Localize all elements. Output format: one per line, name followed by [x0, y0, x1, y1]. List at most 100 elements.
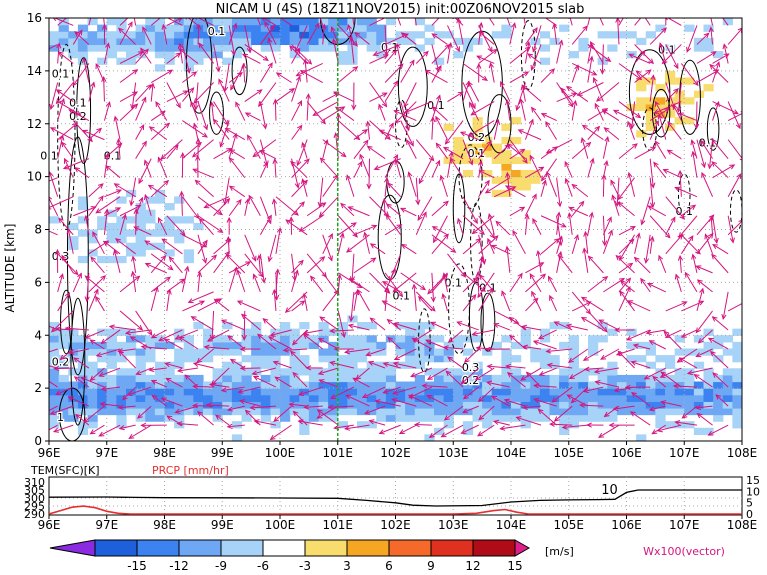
shade-cell [626, 401, 637, 409]
wind-vector-shaft [157, 157, 168, 178]
wind-vector-shaft [104, 207, 121, 217]
wind-vector [150, 276, 171, 293]
shade-cell [722, 381, 733, 389]
shade-cell [299, 401, 310, 409]
wind-vector [630, 391, 651, 407]
wind-vector-head [707, 430, 714, 436]
wind-vector [441, 292, 448, 312]
shade-cell [308, 394, 320, 402]
shade-cell [357, 341, 368, 350]
wind-vector [355, 367, 370, 381]
shade-cell [116, 57, 127, 65]
wind-vector-head [203, 344, 210, 350]
wind-vector [381, 300, 401, 312]
shade-cell [58, 414, 69, 422]
wind-vector-shaft [221, 386, 245, 392]
wind-vector-shaft [273, 361, 292, 369]
wind-vector-shaft [696, 348, 713, 358]
wind-vector [709, 63, 729, 83]
shade-cell [68, 236, 79, 244]
wind-vector [387, 336, 402, 350]
shade-cell [193, 18, 204, 26]
shade-cell [203, 44, 214, 52]
shade-cell [280, 335, 291, 343]
wind-vector [318, 379, 339, 388]
wind-vector-head [83, 214, 90, 221]
shade-cell [231, 31, 243, 39]
wind-vector-head [608, 422, 615, 428]
wind-vector-shaft [259, 162, 268, 178]
wind-vector [530, 44, 542, 71]
wind-vector-shaft [645, 234, 651, 263]
wind-vector-head [505, 171, 511, 178]
wind-vector-head [332, 91, 340, 97]
wind-vector-head [131, 8, 135, 13]
shade-cell [597, 394, 608, 402]
shade-cell [501, 401, 512, 409]
shade-cell [126, 37, 137, 46]
wind-vector-head [43, 429, 48, 433]
shade-cell [270, 31, 281, 39]
wind-vector-head [582, 247, 588, 254]
wind-vector-head [336, 273, 343, 280]
wind-vector-head [433, 237, 438, 244]
wind-vector-head [236, 71, 243, 78]
shade-cell [645, 341, 656, 350]
shade-cell [106, 335, 117, 343]
wind-vector [708, 26, 714, 45]
wind-vector-shaft [457, 321, 479, 331]
shade-cell [357, 37, 368, 46]
shade-cell [270, 37, 281, 46]
wind-vector-head [445, 370, 452, 377]
wind-vector-shaft [602, 215, 606, 246]
wind-vector [556, 82, 574, 108]
wind-vector-head [293, 269, 299, 276]
wind-vector-head [101, 8, 105, 13]
shade-cell [424, 322, 435, 330]
wind-vector [721, 291, 729, 321]
shade-cell [203, 381, 214, 389]
wind-vector-head [370, 257, 377, 263]
wind-vector [259, 253, 267, 284]
wind-vector-head [132, 91, 139, 97]
wind-vector-head [564, 177, 570, 184]
wind-vector-shaft [667, 121, 682, 140]
wind-vector-head [447, 41, 453, 48]
shade-cell [434, 388, 445, 396]
shade-cell [241, 394, 252, 402]
wind-vector [408, 386, 433, 399]
shade-cell [703, 348, 714, 356]
wind-vector-shaft [302, 179, 308, 197]
wind-vector-shaft [506, 246, 511, 273]
wind-vector [531, 25, 542, 53]
shade-cell [703, 44, 714, 52]
x-tick-label: 108E [727, 446, 758, 460]
wind-vector-head [239, 365, 246, 371]
shade-cell [414, 322, 425, 330]
wind-vector-head [443, 233, 449, 240]
shade-cell [49, 348, 60, 356]
wind-vector [556, 215, 564, 247]
shade-cell [395, 401, 406, 409]
wind-vector-head [652, 375, 659, 382]
shade-cell [530, 414, 541, 422]
shade-cell [530, 388, 541, 396]
shade-cell [539, 394, 551, 402]
shade-cell [693, 348, 705, 356]
wind-vector-shaft [236, 269, 246, 293]
wind-vector-head [703, 32, 710, 39]
wind-vector-head [580, 136, 586, 144]
wind-vector [364, 405, 386, 415]
shade-cell [424, 37, 435, 46]
wind-vector [117, 348, 136, 354]
x-tick-label: 106E [611, 446, 642, 460]
shade-cell [87, 381, 98, 389]
shade-cell [693, 37, 705, 46]
shade-cell [674, 117, 685, 125]
wind-vector-head [261, 18, 265, 22]
wind-vector [598, 319, 620, 331]
wind-vector-head [363, 139, 369, 146]
wind-vector [252, 376, 277, 388]
wind-vector-shaft [582, 124, 604, 141]
wind-vector [580, 296, 604, 312]
